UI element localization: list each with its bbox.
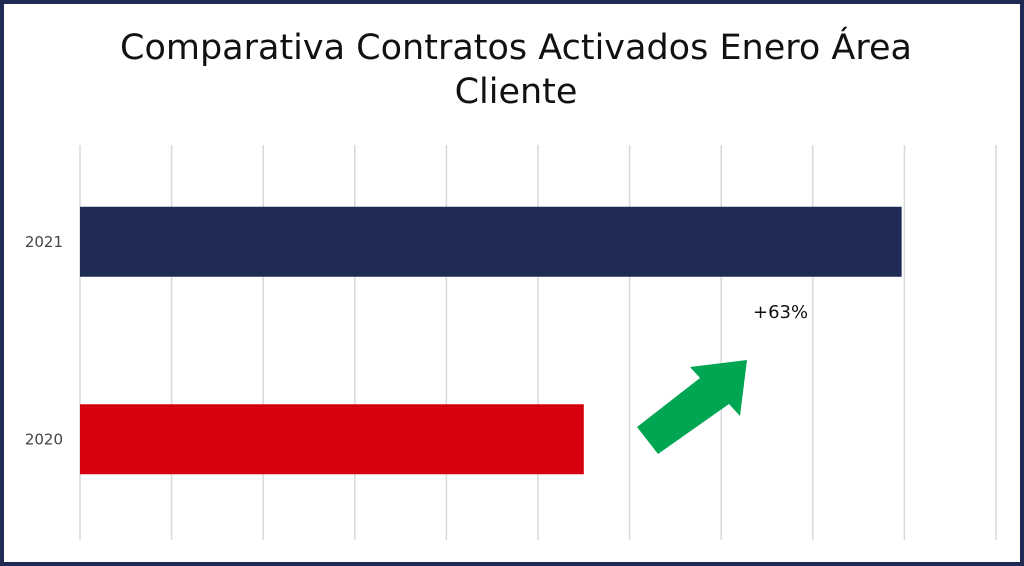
- bar-2020: [80, 404, 584, 475]
- up-right-arrow-icon: [637, 360, 747, 454]
- category-label: 2021: [25, 233, 63, 251]
- growth-annotation: +63%: [637, 302, 808, 454]
- category-labels: 2021 2020: [25, 233, 63, 449]
- chart-title: Comparativa Contratos Activados Enero Ár…: [120, 28, 912, 112]
- gridlines: [79, 145, 997, 540]
- bars: [80, 206, 902, 475]
- category-label: 2020: [25, 430, 63, 448]
- bar-2021: [80, 206, 902, 277]
- growth-label: +63%: [753, 302, 808, 323]
